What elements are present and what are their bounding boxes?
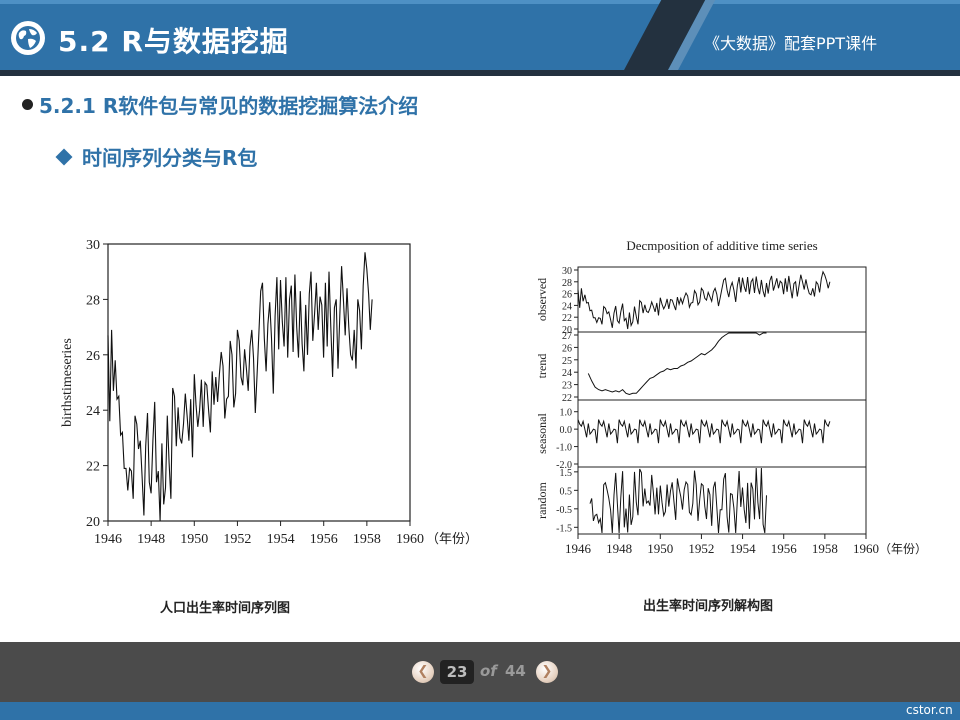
current-page-number: 23 (440, 660, 474, 684)
y-tick-label: 24 (86, 404, 100, 419)
y-tick-label: 20 (86, 515, 100, 530)
x-tick-label: 1952 (688, 541, 714, 556)
y-tick-label: 1.0 (560, 408, 573, 419)
series-line-seasonal (577, 419, 831, 444)
x-tick-label: 1946 (565, 541, 592, 556)
panel-frame-observed (577, 266, 867, 333)
birth-rate-time-series-chart: 20 22 24 26 28 30 1946 1948 1950 1952 1954 1956 1958… (60, 240, 478, 547)
y-tick-label: 24 (562, 301, 572, 312)
header-highlight (0, 0, 960, 4)
x-tick-label: 1954 (267, 532, 295, 547)
section-heading-row: 5.2.1 R软件包与常见的数据挖掘算法介绍 (22, 90, 418, 119)
y-tick-label: 22 (562, 393, 572, 404)
left-chart-caption: 人口出生率时间序列图 (160, 601, 291, 616)
chevron-left-icon: ❮ (417, 664, 429, 679)
x-tick-label: 1946 (94, 532, 122, 547)
x-tick-label: 1958 (812, 541, 838, 556)
chevron-right-icon: ❯ (541, 664, 553, 679)
decomposition-chart: Decmposition of additive time series2022… (535, 238, 927, 556)
y-tick-label: 30 (562, 266, 572, 277)
y-tick-label: 24 (562, 368, 572, 379)
x-tick-label: 1956 (310, 532, 338, 547)
y-tick-label: 20 (562, 325, 572, 336)
panel-label-random: random (535, 482, 549, 519)
x-tick-label: 1952 (223, 532, 251, 547)
diamond-bullet-icon (55, 148, 73, 165)
x-tick-label: 1960 (396, 532, 424, 547)
x-tick-label: 1948 (606, 541, 632, 556)
series-line-random (589, 467, 767, 534)
slide-footer (0, 642, 960, 702)
y-tick-label: 28 (562, 278, 572, 289)
y-tick-label: 26 (86, 349, 100, 364)
slide-header: 5.2 R与数据挖掘 《大数据》配套PPT课件 (0, 0, 960, 76)
header-bottom-bar (0, 70, 960, 76)
x-tick-label: 1958 (353, 532, 381, 547)
series-line-birthstimeseries (107, 252, 373, 522)
y-tick-label: 23 (562, 381, 572, 392)
panel-frame-seasonal (577, 399, 867, 468)
y-tick-label: 25 (562, 356, 572, 367)
x-tick-label: 1956 (771, 541, 798, 556)
x-unit-label: （年份） (426, 532, 478, 547)
x-tick-label: 1960 (853, 541, 879, 556)
x-tick-label: 1950 (180, 532, 208, 547)
y-tick-label: 0.0 (560, 425, 573, 436)
course-subtitle: 《大数据》配套PPT课件 (704, 34, 878, 53)
page-of-label: of (480, 662, 497, 680)
series-line-trend (587, 332, 767, 396)
section-heading: 5.2.1 R软件包与常见的数据挖掘算法介绍 (39, 94, 419, 118)
y-tick-label: -2.0 (556, 460, 572, 471)
total-page-count: 44 (505, 662, 526, 680)
y-tick-label: -1.0 (556, 443, 572, 454)
y-tick-label: 1.5 (560, 468, 573, 479)
y-tick-label: 26 (562, 343, 572, 354)
y-tick-label: 26 (562, 290, 572, 301)
bullet-dot-icon (22, 99, 33, 110)
x-tick-label: 1950 (647, 541, 673, 556)
y-tick-label: 22 (562, 313, 572, 324)
panel-frame-random (577, 466, 867, 535)
plot-frame (107, 243, 411, 522)
y-tick-label: 22 (86, 460, 100, 475)
y-tick-label: -0.5 (556, 505, 572, 516)
panel-label-seasonal: seasonal (535, 413, 549, 454)
watermark-text: cstor.cn (906, 703, 953, 717)
chart-title: Decmposition of additive time series (626, 238, 817, 253)
next-page-button[interactable]: ❯ (536, 661, 558, 683)
y-tick-label: 28 (86, 293, 100, 308)
y-tick-label: -1.5 (556, 523, 572, 534)
prev-page-button[interactable]: ❮ (412, 661, 434, 683)
y-axis-title: birthstimeseries (60, 338, 75, 427)
subsection-heading: 时间序列分类与R包 (82, 146, 258, 170)
y-tick-label: 0.5 (560, 486, 573, 497)
panel-label-trend: trend (535, 354, 549, 379)
subsection-heading-row: 时间序列分类与R包 (55, 142, 258, 171)
header-divider-stripe (613, 0, 711, 76)
panel-label-observed: observed (535, 278, 549, 321)
x-unit-label: （年份） (879, 542, 927, 556)
right-chart-caption: 出生率时间序列解构图 (643, 599, 774, 614)
slide-title: 5.2 R与数据挖掘 (58, 25, 289, 58)
series-line-observed (577, 270, 831, 330)
x-tick-label: 1948 (137, 532, 165, 547)
x-tick-label: 1954 (730, 541, 757, 556)
y-tick-label: 27 (562, 331, 572, 342)
panel-frame-trend (577, 331, 867, 401)
y-tick-label: 30 (86, 240, 100, 253)
footer-strip (0, 702, 960, 720)
globe-icon (11, 21, 45, 55)
